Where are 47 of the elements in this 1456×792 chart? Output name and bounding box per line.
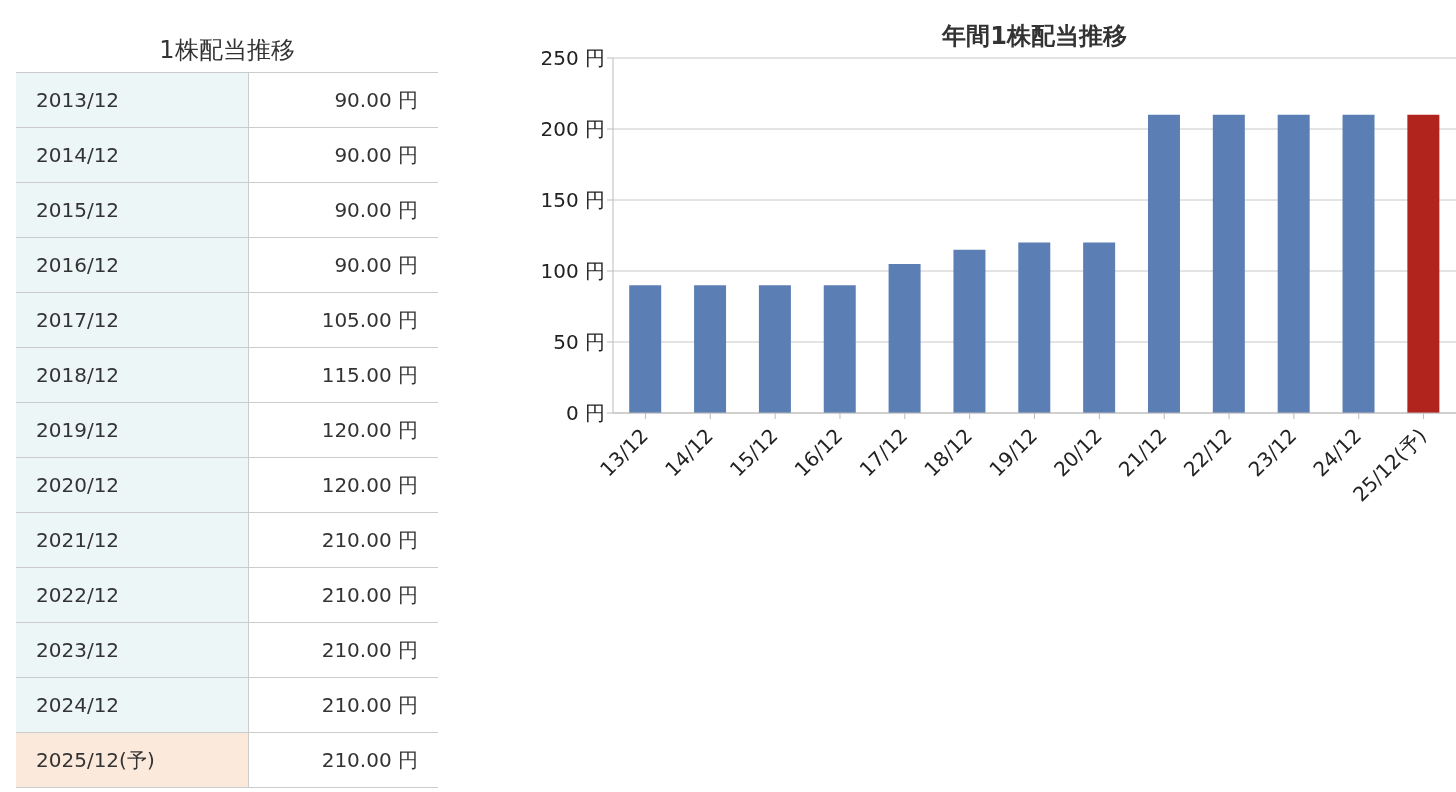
y-tick-label: 0 円	[565, 401, 605, 426]
category-label: 2014/12	[16, 127, 248, 183]
category-label: 2022/12	[16, 567, 248, 623]
category-label: 2020/12	[16, 457, 248, 513]
text: 210.00 円	[321, 527, 418, 552]
category-label: 2025/12(予)	[16, 732, 248, 788]
text: 210.00 円	[321, 637, 418, 662]
category-label: 2024/12	[16, 677, 248, 733]
category-label: 2021/12	[16, 512, 248, 568]
category-label: 2019/12	[16, 402, 248, 458]
bar	[953, 249, 986, 413]
y-tick-label: 200 円	[540, 117, 605, 142]
category-label: 2017/12	[16, 292, 248, 348]
text: 120.00 円	[321, 472, 418, 497]
bar	[1277, 114, 1310, 413]
category-label: 2016/12	[16, 237, 248, 293]
text: 90.00 円	[334, 87, 418, 112]
bar	[823, 285, 856, 413]
text: 120.00 円	[321, 417, 418, 442]
y-tick-label: 250 円	[540, 46, 605, 71]
text: 105.00 円	[321, 307, 418, 332]
bar	[1407, 114, 1440, 413]
bar	[758, 285, 791, 413]
bar	[1342, 114, 1375, 413]
bar	[694, 285, 727, 413]
bar	[1083, 242, 1116, 413]
bar	[629, 285, 662, 413]
text: 115.00 円	[321, 362, 418, 387]
category-label: 2018/12	[16, 347, 248, 403]
bar	[888, 263, 921, 413]
category-label: 2023/12	[16, 622, 248, 678]
y-tick-label: 100 円	[540, 259, 605, 284]
bar	[1147, 114, 1180, 413]
category-label: 2013/12	[16, 72, 248, 128]
bar	[1018, 242, 1051, 413]
text: 210.00 円	[321, 582, 418, 607]
chart-title: 年間1株配当推移	[940, 21, 1128, 52]
text: 90.00 円	[334, 142, 418, 167]
text: 90.00 円	[334, 197, 418, 222]
category-label: 2015/12	[16, 182, 248, 238]
text: 90.00 円	[334, 252, 418, 277]
y-tick-label: 150 円	[540, 188, 605, 213]
text: 210.00 円	[321, 747, 418, 772]
bar	[1212, 114, 1245, 413]
y-tick-label: 50 円	[553, 330, 605, 355]
text: 210.00 円	[321, 692, 418, 717]
text: 1株配当推移	[158, 35, 296, 66]
